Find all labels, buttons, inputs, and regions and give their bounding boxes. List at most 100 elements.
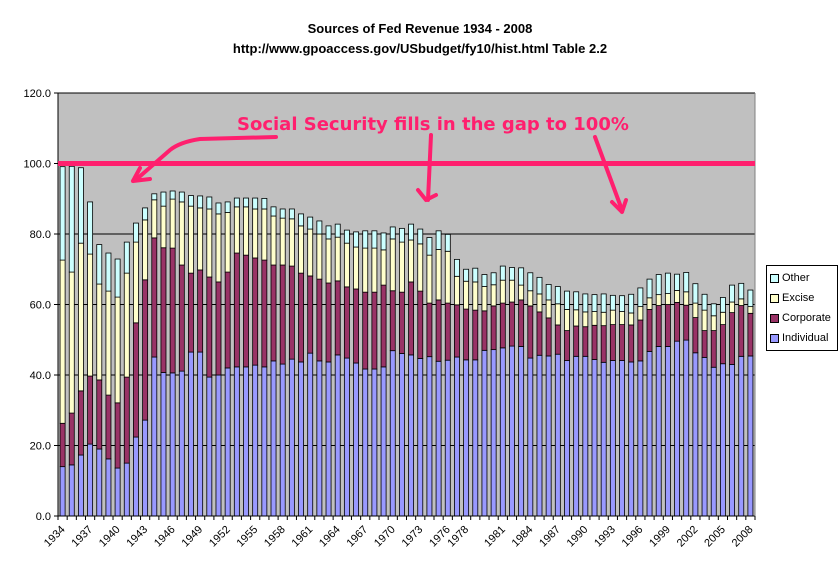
bar-segment-individual xyxy=(215,374,222,517)
bar-segment-individual xyxy=(178,370,185,517)
bar-segment-corporate xyxy=(105,394,112,460)
bar-stack xyxy=(674,273,680,517)
y-tick-label: 40.0 xyxy=(30,370,51,382)
bar-segment-individual xyxy=(628,361,635,517)
bar-stack xyxy=(509,267,515,517)
bar-segment-corporate xyxy=(664,304,671,347)
bar-segment-other xyxy=(637,287,644,308)
bar-segment-corporate xyxy=(435,299,442,362)
bar-stack xyxy=(527,272,534,517)
bar-stack xyxy=(261,197,268,517)
bar-stack xyxy=(169,190,176,517)
bar-segment-individual xyxy=(655,346,662,517)
x-tick-label: 1958 xyxy=(262,524,288,550)
bar-segment-other xyxy=(591,294,598,312)
bar-segment-excise xyxy=(160,205,167,249)
bar-stack xyxy=(334,223,341,517)
bar-segment-other xyxy=(197,195,204,209)
bar-segment-excise xyxy=(169,198,176,249)
bar-segment-excise xyxy=(719,311,726,325)
bar-segment-individual xyxy=(206,376,213,517)
bar-stack xyxy=(619,295,625,517)
x-tick-label: 1990 xyxy=(565,524,591,550)
bar-segment-individual xyxy=(316,360,323,517)
bar-segment-corporate xyxy=(325,282,332,363)
bar-segment-individual xyxy=(252,364,259,517)
bar-segment-corporate xyxy=(545,317,552,357)
bar-segment-corporate xyxy=(738,305,745,357)
bar-segment-corporate xyxy=(600,325,607,363)
bar-segment-corporate xyxy=(380,284,387,368)
bar-segment-other xyxy=(747,289,754,308)
bar-stack xyxy=(573,291,580,517)
bar-segment-other xyxy=(472,267,479,283)
bar-stack xyxy=(609,294,616,517)
x-tick-label: 1987 xyxy=(537,524,563,550)
chart-title-main: Sources of Fed Revenue 1934 - 2008 xyxy=(307,21,533,36)
bar-segment-other xyxy=(545,284,552,301)
bar-segment-individual xyxy=(747,355,754,517)
bar-segment-individual xyxy=(133,436,139,517)
bar-segment-corporate xyxy=(499,302,506,349)
bar-segment-individual xyxy=(408,354,415,517)
annotation-text: Social Security fills in the gap to 100% xyxy=(237,114,629,135)
bar-stack xyxy=(481,274,488,517)
bar-segment-excise xyxy=(600,311,607,327)
bar-segment-excise xyxy=(298,225,304,274)
bar-stack xyxy=(279,208,286,517)
bar-segment-individual xyxy=(261,366,268,517)
bar-segment-excise xyxy=(463,280,470,310)
bar-segment-corporate xyxy=(747,312,754,357)
bar-segment-other xyxy=(454,258,460,277)
bar-segment-other xyxy=(463,268,470,282)
bar-segment-individual xyxy=(243,366,249,517)
bar-segment-excise xyxy=(582,311,589,328)
bar-stack xyxy=(747,289,754,517)
y-tick-label: 80.0 xyxy=(30,229,51,241)
bar-segment-other xyxy=(133,222,139,243)
bar-segment-other xyxy=(701,293,708,311)
bar-stack xyxy=(454,258,460,517)
bar-segment-excise xyxy=(334,236,341,282)
bar-segment-corporate xyxy=(298,272,304,363)
chart-title: Sources of Fed Revenue 1934 - 2008 http:… xyxy=(0,19,840,59)
bar-segment-corporate xyxy=(518,299,525,347)
bar-segment-individual xyxy=(426,356,433,517)
bar-segment-corporate xyxy=(509,301,515,347)
bar-stack xyxy=(224,201,231,517)
bar-segment-corporate xyxy=(197,269,204,353)
bar-segment-corporate xyxy=(674,301,680,342)
bar-segment-other xyxy=(628,293,635,314)
bar-segment-excise xyxy=(68,271,75,414)
bar-segment-individual xyxy=(160,372,167,517)
bar-stack xyxy=(637,287,644,517)
bar-segment-excise xyxy=(692,302,699,318)
bar-segment-other xyxy=(298,213,304,227)
arrow-left xyxy=(136,135,278,180)
bar-segment-individual xyxy=(105,458,112,517)
x-tick-label: 1967 xyxy=(345,524,371,550)
bar-segment-excise xyxy=(233,206,240,254)
bar-segment-corporate xyxy=(444,302,451,361)
x-tick-label: 1949 xyxy=(179,524,205,550)
bar-segment-corporate xyxy=(243,254,249,368)
bar-stack xyxy=(288,208,295,517)
bar-segment-excise xyxy=(142,219,149,281)
bar-stack xyxy=(664,272,671,517)
bar-stack xyxy=(710,303,717,517)
bar-segment-excise xyxy=(536,293,543,313)
bar-segment-excise xyxy=(481,286,488,312)
bar-segment-corporate xyxy=(536,311,543,356)
bar-stack xyxy=(307,216,314,517)
bar-stack xyxy=(646,278,653,517)
bar-segment-other xyxy=(188,195,194,207)
bar-stack xyxy=(188,195,194,517)
legend-swatch xyxy=(770,273,779,283)
bar-segment-other xyxy=(738,282,745,300)
bar-segment-other xyxy=(408,223,415,241)
bar-segment-excise xyxy=(261,208,268,261)
bar-segment-excise xyxy=(619,311,625,325)
bar-segment-corporate xyxy=(408,281,415,356)
bar-segment-corporate xyxy=(609,324,616,361)
bar-segment-individual xyxy=(96,448,103,517)
